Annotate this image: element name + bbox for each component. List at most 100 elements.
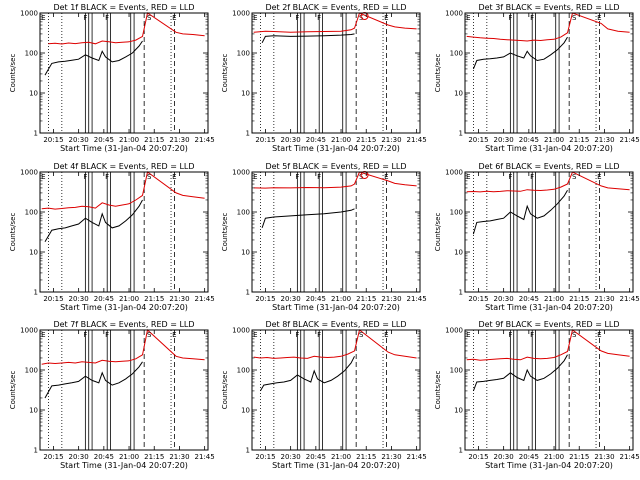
x-tick-label: 21:45 [195, 295, 215, 303]
x-tick-label: 21:30 [169, 136, 189, 144]
detector-plot: Det 7f BLACK = Events, RED = LLD E F F S E 1 10… [9, 320, 215, 470]
x-tick-label: 21:30 [381, 136, 401, 144]
detector-plot: Det 6f BLACK = Events, RED = LLD E F F S E 1 10… [434, 162, 640, 312]
y-axis-label: Counts/sec [221, 54, 229, 93]
marker-label: F [530, 14, 534, 22]
marker-label: E [253, 331, 257, 339]
x-tick-label: 21:30 [594, 453, 614, 461]
plot-title: Det 2f BLACK = Events, RED = LLD [265, 3, 406, 12]
y-tick-label: 1 [34, 289, 38, 297]
x-tick-label: 21:00 [544, 136, 564, 144]
x-tick-label: 20:15 [43, 136, 63, 144]
y-tick-label: 1 [246, 130, 250, 138]
x-tick-label: 21:45 [620, 295, 640, 303]
plot-title: Det 9f BLACK = Events, RED = LLD [478, 320, 619, 329]
detector-plot: Det 9f BLACK = Events, RED = LLD E F F S E 1 10… [434, 320, 640, 470]
series-lld-line [253, 12, 417, 33]
marker-label: F [530, 331, 534, 339]
x-tick-label: 21:45 [407, 453, 427, 461]
marker-label: F [508, 173, 512, 181]
x-tick-label: 21:15 [356, 295, 376, 303]
x-tick-label: 20:15 [468, 453, 488, 461]
marker-label: S [572, 14, 577, 22]
y-axis-label: Counts/sec [9, 54, 17, 93]
x-axis-label: Start Time (31-Jan-04 20:07:20) [60, 144, 188, 153]
y-axis-label: Counts/sec [434, 54, 442, 93]
marker-label: E [253, 14, 257, 22]
y-axis-label: Counts/sec [9, 371, 17, 410]
x-tick-label: 20:30 [281, 453, 301, 461]
marker-label: F [530, 173, 534, 181]
y-tick-label: 10 [454, 90, 463, 98]
y-tick-label: 100 [450, 209, 463, 217]
series-events-line [261, 33, 355, 44]
marker-label: E [172, 331, 176, 339]
detector-plot: Det 3f BLACK = Events, RED = LLD E F F S E 1 10… [434, 3, 640, 153]
marker-label: E [597, 173, 601, 181]
marker-label: E [172, 173, 176, 181]
y-tick-label: 100 [237, 50, 250, 58]
marker-label: F [317, 173, 321, 181]
x-axis-label: Start Time (31-Jan-04 20:07:20) [272, 144, 400, 153]
x-tick-label: 20:30 [494, 453, 514, 461]
series-lld-line [466, 171, 630, 193]
y-axis-label: Counts/sec [434, 371, 442, 410]
y-axis-label: Counts/sec [221, 213, 229, 252]
x-tick-label: 20:15 [43, 295, 63, 303]
series-events-line [259, 356, 355, 392]
x-tick-label: 21:30 [381, 295, 401, 303]
x-tick-label: 21:15 [144, 295, 164, 303]
y-tick-label: 100 [450, 367, 463, 375]
y-tick-label: 1000 [445, 327, 463, 335]
marker-label: E [253, 173, 257, 181]
y-tick-label: 100 [450, 50, 463, 58]
y-tick-label: 1 [459, 447, 463, 455]
x-tick-label: 21:00 [331, 453, 351, 461]
plot-title: Det 4f BLACK = Events, RED = LLD [53, 162, 194, 171]
detector-plot: Det 8f BLACK = Events, RED = LLD E F F S E 1 10… [221, 320, 427, 470]
x-tick-label: 21:00 [331, 295, 351, 303]
series-events-line [472, 354, 568, 392]
x-axis-label: Start Time (31-Jan-04 20:07:20) [485, 144, 613, 153]
x-tick-label: 20:15 [255, 295, 275, 303]
y-tick-label: 10 [29, 407, 38, 415]
x-tick-label: 21:00 [119, 295, 139, 303]
x-tick-label: 21:30 [594, 136, 614, 144]
x-axis-label: Start Time (31-Jan-04 20:07:20) [485, 461, 613, 470]
series-lld-line [253, 171, 417, 189]
y-tick-label: 10 [29, 249, 38, 257]
marker-label: F [83, 14, 87, 22]
plot-title: Det 3f BLACK = Events, RED = LLD [478, 3, 619, 12]
plot-frame [39, 12, 209, 134]
y-tick-label: 1 [246, 447, 250, 455]
marker-label: F [317, 331, 321, 339]
y-tick-label: 100 [25, 209, 38, 217]
marker-label: F [295, 331, 299, 339]
detector-plot: Det 4f BLACK = Events, RED = LLD E F F S E 1 10… [9, 162, 215, 312]
marker-label: S [572, 173, 577, 181]
marker-label: F [295, 14, 299, 22]
x-tick-label: 21:15 [356, 453, 376, 461]
x-axis-label: Start Time (31-Jan-04 20:07:20) [60, 461, 188, 470]
marker-label: E [384, 173, 388, 181]
y-tick-label: 1 [459, 289, 463, 297]
x-tick-label: 21:15 [569, 453, 589, 461]
y-tick-label: 100 [237, 209, 250, 217]
x-tick-label: 21:45 [195, 136, 215, 144]
y-tick-label: 1 [34, 447, 38, 455]
x-tick-label: 20:45 [306, 136, 326, 144]
marker-label: E [41, 14, 45, 22]
series-lld-line [41, 329, 205, 365]
marker-label: F [508, 14, 512, 22]
y-tick-label: 1000 [445, 10, 463, 18]
y-axis-label: Counts/sec [9, 213, 17, 252]
detector-plot: Det 1f BLACK = Events, RED = LLD E F F S E 1 10… [9, 3, 215, 153]
x-tick-label: 21:15 [356, 136, 376, 144]
plot-frame [464, 12, 634, 134]
series-events-line [44, 40, 143, 76]
y-tick-label: 1 [34, 130, 38, 138]
x-axis-label: Start Time (31-Jan-04 20:07:20) [485, 303, 613, 312]
x-tick-label: 21:45 [620, 453, 640, 461]
